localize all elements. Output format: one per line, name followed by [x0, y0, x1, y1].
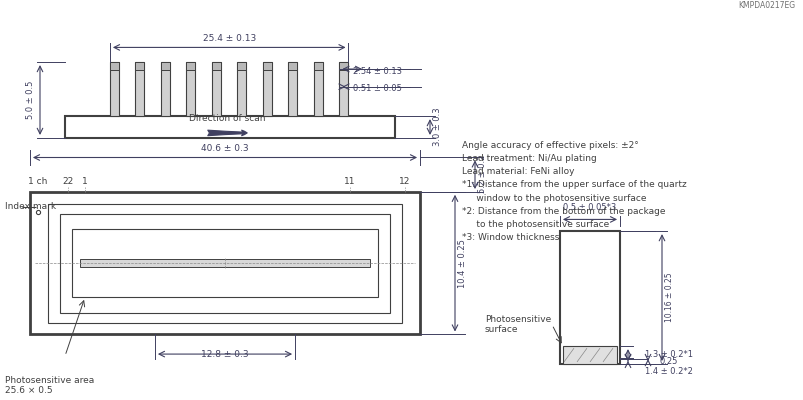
Text: Angle accuracy of effective pixels: ±2°
Lead treatment: Ni/Au plating
Lead mater: Angle accuracy of effective pixels: ±2° …	[462, 141, 686, 242]
Bar	[136, 62, 145, 116]
Text: 1.3 ± 0.2*1: 1.3 ± 0.2*1	[644, 350, 692, 358]
Bar	[339, 62, 348, 116]
Bar	[110, 62, 119, 116]
Bar	[562, 346, 616, 364]
Bar	[237, 62, 247, 116]
Bar	[80, 259, 369, 267]
Bar	[186, 62, 195, 116]
Text: 1.4 ± 0.2*2: 1.4 ± 0.2*2	[644, 367, 692, 376]
Bar	[288, 62, 297, 70]
Text: 0.5 ± 0.05*3: 0.5 ± 0.05*3	[563, 202, 616, 212]
Text: 3.0 ± 0.3: 3.0 ± 0.3	[433, 108, 442, 146]
Bar	[136, 62, 145, 70]
Bar	[60, 214, 389, 313]
Text: Photosensitive
surface: Photosensitive surface	[484, 315, 551, 334]
Text: 2.54 ± 0.13: 2.54 ± 0.13	[353, 66, 402, 76]
Text: 12.8 ± 0.3: 12.8 ± 0.3	[201, 350, 248, 359]
Bar	[212, 62, 221, 70]
Text: 1 ch: 1 ch	[28, 177, 47, 186]
Text: 5.0 ± 0.5: 5.0 ± 0.5	[26, 81, 35, 119]
Text: 22: 22	[63, 177, 74, 186]
Bar	[263, 62, 271, 116]
Text: KMPDA0217EG: KMPDA0217EG	[737, 1, 794, 10]
Bar	[161, 62, 169, 116]
Bar	[65, 116, 394, 138]
Bar	[110, 62, 119, 70]
Text: 0.25: 0.25	[659, 358, 678, 366]
Text: 11: 11	[344, 177, 355, 186]
Bar	[339, 62, 348, 70]
Bar	[263, 62, 271, 70]
Bar	[288, 62, 297, 116]
Bar	[72, 229, 377, 297]
Bar	[212, 62, 221, 116]
Text: 0.51 ± 0.05: 0.51 ± 0.05	[353, 84, 402, 93]
Text: 25.4 ± 0.13: 25.4 ± 0.13	[202, 34, 255, 42]
Text: 5.2 ± 0.2: 5.2 ± 0.2	[478, 155, 487, 193]
Text: 12: 12	[399, 177, 410, 186]
Bar	[30, 192, 419, 334]
Bar	[48, 204, 402, 323]
Text: Direction of scan: Direction of scan	[189, 114, 265, 123]
Bar	[186, 62, 195, 70]
Bar	[314, 62, 323, 70]
Bar	[161, 62, 169, 70]
Bar	[314, 62, 323, 116]
Text: 10.16 ± 0.25: 10.16 ± 0.25	[664, 273, 673, 322]
Text: 1: 1	[82, 177, 88, 186]
Bar	[237, 62, 247, 70]
Text: Index mark: Index mark	[5, 202, 56, 211]
Text: 10.4 ± 0.25: 10.4 ± 0.25	[458, 239, 467, 288]
Bar	[560, 231, 619, 364]
Text: Photosensitive area
25.6 × 0.5: Photosensitive area 25.6 × 0.5	[5, 376, 94, 395]
Text: 40.6 ± 0.3: 40.6 ± 0.3	[201, 144, 248, 152]
